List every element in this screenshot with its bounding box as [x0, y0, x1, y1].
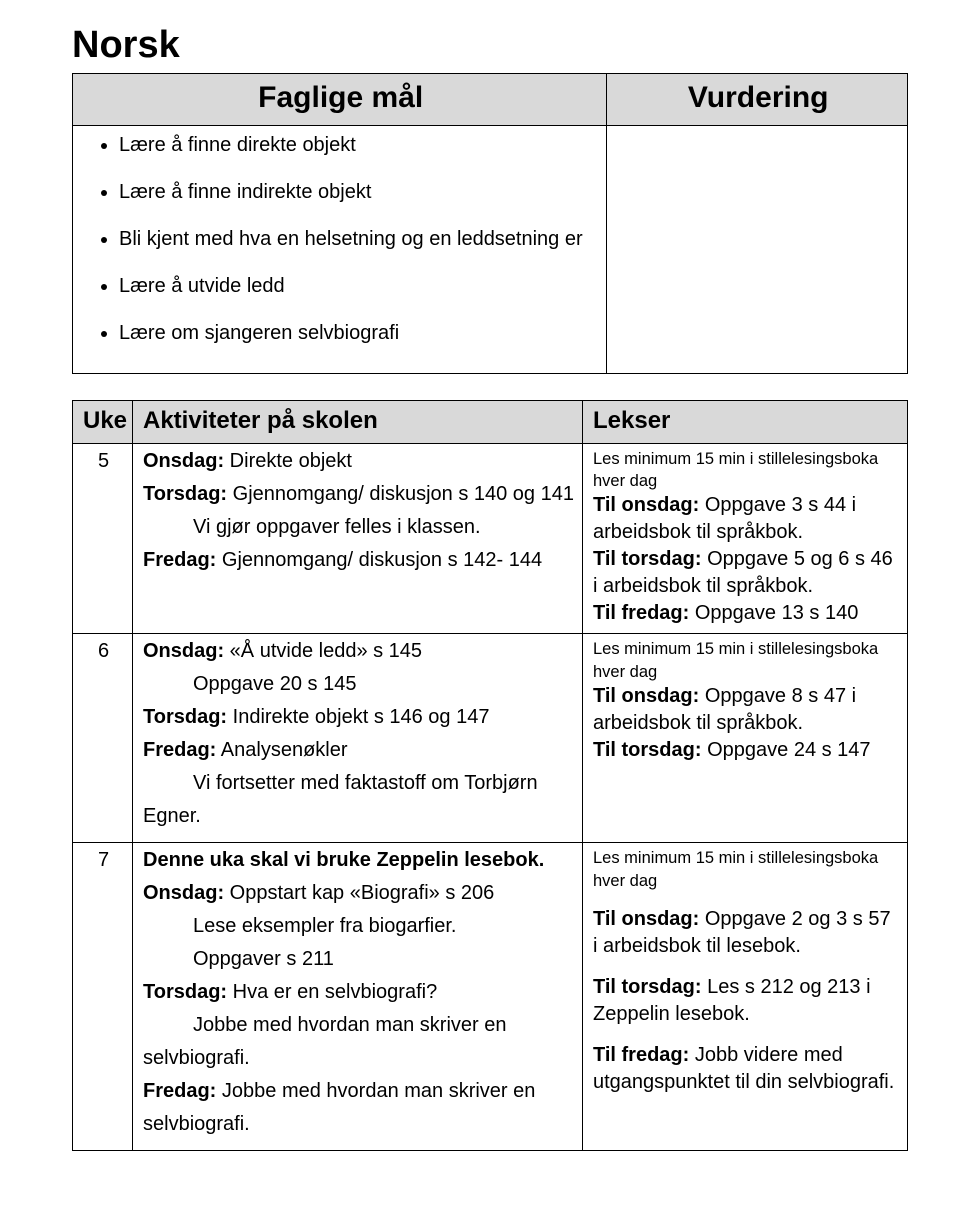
- lekser-line: Til onsdag: Oppgave 8 s 47 i arbeidsbok …: [593, 683, 899, 737]
- lekser-line: Til torsdag: Oppgave 5 og 6 s 46 i arbei…: [593, 546, 899, 600]
- plan-header-lekser: Lekser: [583, 400, 908, 443]
- activity-line: Egner.: [143, 803, 574, 830]
- page-title: Norsk: [72, 24, 908, 67]
- activity-line: selvbiografi.: [143, 1045, 574, 1072]
- goal-item: Lære å finne indirekte objekt: [119, 179, 598, 206]
- lekser-line: Til fredag: Jobb videre med utgangspunkt…: [593, 1042, 899, 1096]
- activity-line: Lese eksempler fra biogarfier.: [143, 913, 574, 940]
- table-row: 5 Onsdag: Direkte objekt Torsdag: Gjennomg…: [73, 443, 908, 634]
- goal-item: Lære å utvide ledd: [119, 273, 598, 300]
- spacer: [593, 1028, 899, 1042]
- lekser-small: Les minimum 15 min i stillelesingsboka h…: [593, 448, 899, 493]
- goals-list: Lære å finne direkte objekt Lære å finne …: [83, 132, 598, 347]
- activity-line: Onsdag: Direkte objekt: [143, 448, 574, 475]
- aktiviteter-cell: Onsdag: «Å utvide ledd» s 145 Oppgave 20 …: [133, 634, 583, 843]
- activity-line: Fredag: Analysenøkler: [143, 737, 574, 764]
- activity-line: Vi gjør oppgaver felles i klassen.: [143, 514, 574, 541]
- plan-header-aktiviteter: Aktiviteter på skolen: [133, 400, 583, 443]
- activity-line: Fredag: Jobbe med hvordan man skriver en: [143, 1078, 574, 1105]
- activity-line: Torsdag: Hva er en selvbiografi?: [143, 979, 574, 1006]
- lekser-line: Til onsdag: Oppgave 3 s 44 i arbeidsbok …: [593, 492, 899, 546]
- uke-cell: 5: [73, 443, 133, 634]
- goal-item: Bli kjent med hva en helsetning og en le…: [119, 226, 598, 253]
- activity-line: Torsdag: Gjennomgang/ diskusjon s 140 og…: [143, 481, 574, 508]
- activity-line: Vi fortsetter med faktastoff om Torbjørn: [143, 770, 574, 797]
- lekser-line: Til torsdag: Oppgave 24 s 147: [593, 737, 899, 764]
- activity-line: Torsdag: Indirekte objekt s 146 og 147: [143, 704, 574, 731]
- spacer: [593, 960, 899, 974]
- table-row: 6 Onsdag: «Å utvide ledd» s 145 Oppgave 20…: [73, 634, 908, 843]
- lekser-line: Til torsdag: Les s 212 og 213 i Zeppelin…: [593, 974, 899, 1028]
- activity-line: Jobbe med hvordan man skriver en: [143, 1012, 574, 1039]
- activity-line: Oppgave 20 s 145: [143, 671, 574, 698]
- lekser-small: Les minimum 15 min i stillelesingsboka h…: [593, 847, 899, 892]
- goals-header-left: Faglige mål: [73, 74, 607, 126]
- lekser-small: Les minimum 15 min i stillelesingsboka h…: [593, 638, 899, 683]
- lekser-cell: Les minimum 15 min i stillelesingsboka h…: [583, 443, 908, 634]
- uke-cell: 7: [73, 843, 133, 1151]
- plan-table: Uke Aktiviteter på skolen Lekser 5Onsdag…: [72, 400, 908, 1152]
- lekser-cell: Les minimum 15 min i stillelesingsboka h…: [583, 634, 908, 843]
- goals-header-right: Vurdering: [607, 74, 908, 126]
- lekser-line: Til onsdag: Oppgave 2 og 3 s 57 i arbeid…: [593, 906, 899, 960]
- goals-cell: Lære å finne direkte objekt Lære å finne …: [73, 125, 607, 373]
- aktiviteter-cell: Denne uka skal vi bruke Zeppelin lesebok…: [133, 843, 583, 1151]
- uke-cell: 6: [73, 634, 133, 843]
- vurdering-cell: [607, 125, 908, 373]
- activity-line: Oppgaver s 211: [143, 946, 574, 973]
- aktiviteter-cell: Onsdag: Direkte objekt Torsdag: Gjennomga…: [133, 443, 583, 634]
- lekser-line: Til fredag: Oppgave 13 s 140: [593, 600, 899, 627]
- activity-line: selvbiografi.: [143, 1111, 574, 1138]
- activity-line: Onsdag: Oppstart kap «Biografi» s 206: [143, 880, 574, 907]
- activity-line: Onsdag: «Å utvide ledd» s 145: [143, 638, 574, 665]
- activity-line: Denne uka skal vi bruke Zeppelin lesebok…: [143, 847, 574, 874]
- plan-header-uke: Uke: [73, 400, 133, 443]
- lekser-cell: Les minimum 15 min i stillelesingsboka h…: [583, 843, 908, 1151]
- goal-item: Lære å finne direkte objekt: [119, 132, 598, 159]
- spacer: [593, 892, 899, 906]
- goals-table: Faglige mål Vurdering Lære å finne direk…: [72, 73, 908, 374]
- goal-item: Lære om sjangeren selvbiografi: [119, 320, 598, 347]
- activity-line: Fredag: Gjennomgang/ diskusjon s 142- 14…: [143, 547, 574, 574]
- table-row: 7 Denne uka skal vi bruke Zeppelin lesebo…: [73, 843, 908, 1151]
